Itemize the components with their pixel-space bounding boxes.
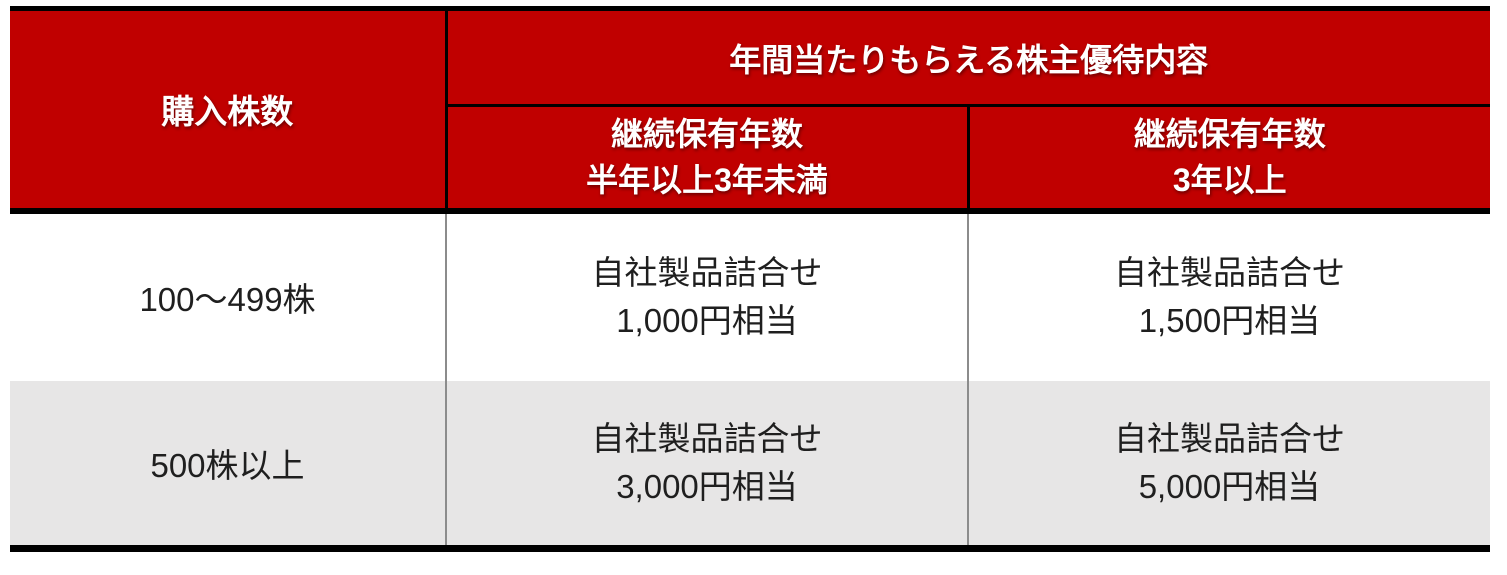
- benefit-6mo-3yr-cell: 自社製品詰合せ 3,000円相当: [446, 380, 969, 549]
- holding-range-label: 半年以上3年未満: [586, 162, 828, 199]
- shareholder-benefit-table: 購入株数 年間当たりもらえる株主優待内容 継続保有年数 半年以上3年未満 継続保…: [10, 6, 1491, 552]
- benefit-value-line: 1,000円相当: [616, 302, 798, 339]
- benefit-3yr-plus-cell: 自社製品詰合せ 1,500円相当: [968, 210, 1491, 381]
- table-row: 500株以上 自社製品詰合せ 3,000円相当 自社製品詰合せ 5,000円相当: [10, 380, 1491, 549]
- header-holding-3yr-plus: 継続保有年数 3年以上: [968, 105, 1491, 214]
- table-row: 100〜499株 自社製品詰合せ 1,000円相当 自社製品詰合せ 1,500円…: [10, 210, 1491, 381]
- shares-tier-cell: 100〜499株: [10, 210, 447, 381]
- header-purchase-shares: 購入株数: [10, 8, 448, 214]
- benefit-3yr-plus-cell: 自社製品詰合せ 5,000円相当: [968, 380, 1491, 549]
- benefit-6mo-3yr-cell: 自社製品詰合せ 1,000円相当: [446, 210, 969, 381]
- holding-range-label: 3年以上: [1172, 162, 1287, 199]
- holding-years-label: 継続保有年数: [610, 116, 803, 153]
- shares-tier-cell: 500株以上: [10, 380, 447, 549]
- benefit-value-line: 5,000円相当: [1138, 467, 1321, 505]
- header-annual-benefit-title: 年間当たりもらえる株主優待内容: [446, 8, 1491, 107]
- benefit-value-line: 3,000円相当: [616, 467, 798, 505]
- benefit-value-line: 1,500円相当: [1138, 302, 1321, 339]
- header-row-sub: 継続保有年数 半年以上3年未満 継続保有年数 3年以上: [10, 105, 1491, 214]
- benefit-item-line: 自社製品詰合せ: [1114, 254, 1345, 291]
- holding-years-label: 継続保有年数: [1133, 116, 1326, 153]
- header-holding-6mo-to-3yr: 継続保有年数 半年以上3年未満: [446, 105, 970, 214]
- benefit-item-line: 自社製品詰合せ: [1114, 419, 1345, 457]
- benefit-item-line: 自社製品詰合せ: [591, 419, 823, 457]
- benefit-item-line: 自社製品詰合せ: [591, 254, 823, 291]
- header-row-top: 購入株数 年間当たりもらえる株主優待内容: [10, 8, 1491, 214]
